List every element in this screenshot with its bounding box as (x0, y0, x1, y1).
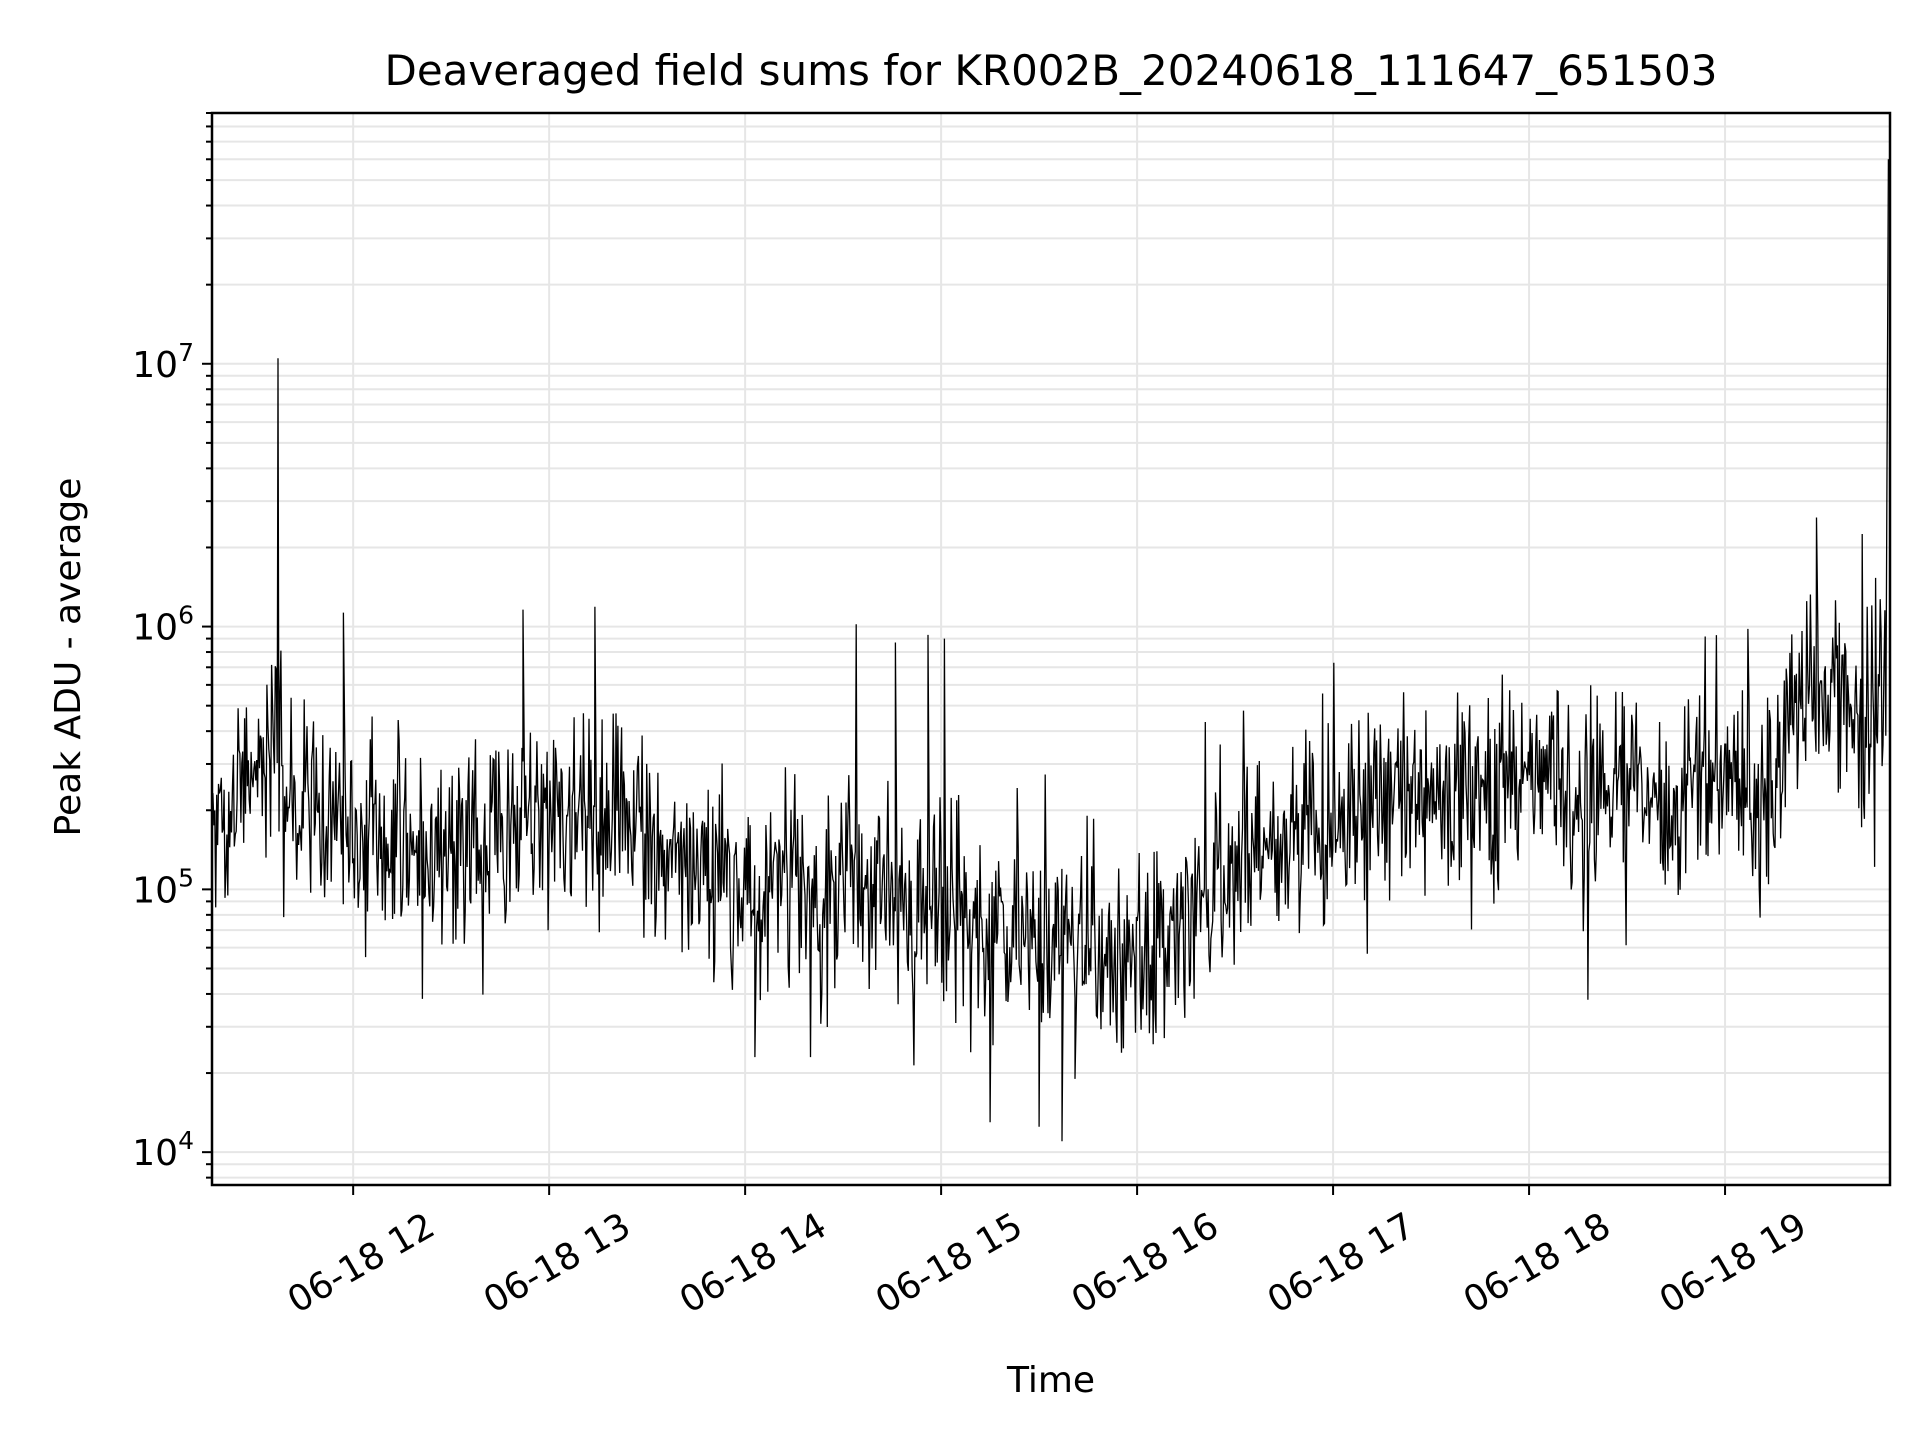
grid (212, 112, 1890, 1185)
x-tick-label: 06-18 17 (1261, 1205, 1422, 1321)
x-axis-label: Time (1006, 1360, 1095, 1401)
series-line (211, 159, 1890, 1142)
y-tick-label: 107 (132, 338, 194, 386)
axes: 104 105 106 107 06-18 12 06-18 13 06-18 14 06-1… (132, 112, 1814, 1322)
x-tick-label: 06-18 14 (673, 1205, 834, 1321)
y-tick-label: 106 (132, 601, 194, 649)
plot-area (211, 159, 1890, 1142)
plot-frame (210, 111, 1892, 1187)
y-tick-label: 104 (132, 1126, 194, 1174)
y-tick-label: 105 (132, 863, 194, 911)
x-tick-label: 06-18 16 (1065, 1205, 1226, 1321)
chart-title: Deaveraged field sums for KR002B_2024061… (385, 46, 1718, 95)
x-tick-label: 06-18 12 (281, 1205, 442, 1321)
x-tick-label: 06-18 13 (477, 1205, 638, 1321)
y-axis-label: Peak ADU - average (48, 478, 89, 837)
x-tick-label: 06-18 15 (869, 1205, 1030, 1321)
x-tick-label: 06-18 19 (1653, 1205, 1814, 1321)
x-tick-label: 06-18 18 (1457, 1205, 1618, 1321)
